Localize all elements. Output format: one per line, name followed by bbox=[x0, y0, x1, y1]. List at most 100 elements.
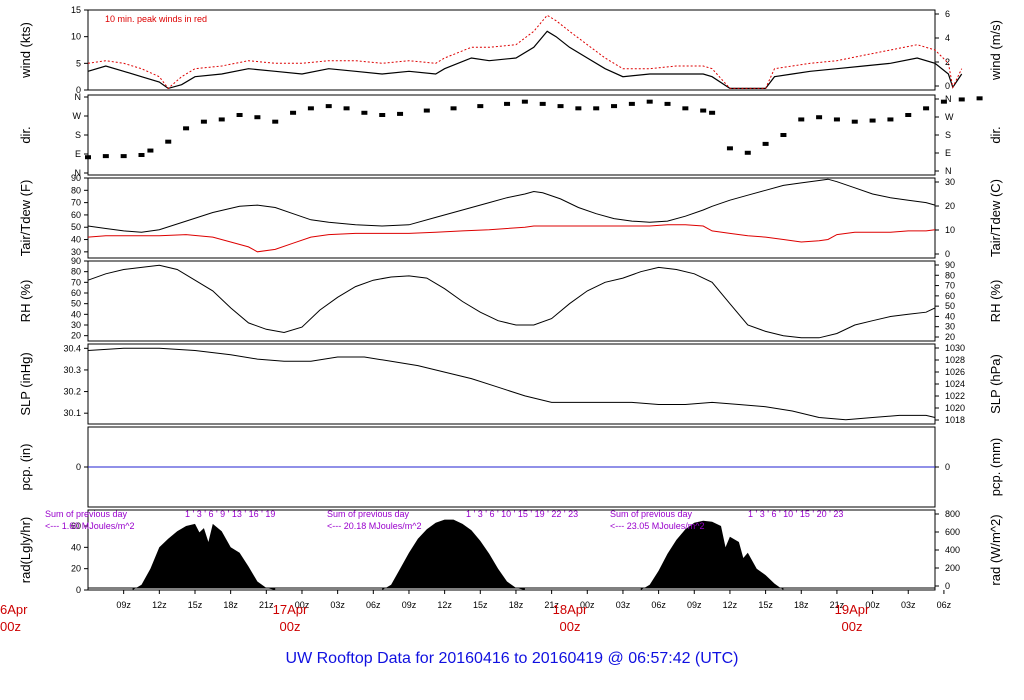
dewpoint-line bbox=[87, 224, 936, 253]
direction-point bbox=[557, 104, 564, 109]
hour-markers: 1 ' 3 ' 6 ' 9 ' 13 ' 16 ' 19 bbox=[185, 509, 275, 519]
direction-point bbox=[102, 154, 109, 159]
y-axis-label: pcp. (in) bbox=[18, 444, 33, 491]
direction-point bbox=[700, 108, 707, 113]
y-tick-label-right: 0 bbox=[945, 81, 950, 91]
y-axis-label-right: Tair/Tdew (C) bbox=[988, 179, 1003, 257]
direction-point bbox=[450, 106, 457, 111]
direction-point bbox=[833, 117, 840, 122]
day-label: 17Apr bbox=[273, 602, 308, 617]
y-axis-label-right: wind (m/s) bbox=[988, 20, 1003, 81]
y-tick-label: 30.3 bbox=[63, 365, 81, 375]
y-tick-label: 80 bbox=[71, 267, 81, 277]
x-tick-label: 15z bbox=[473, 600, 488, 610]
solar-sum-value: <--- 20.18 MJoules/m^2 bbox=[327, 521, 422, 531]
y-tick-label: N bbox=[75, 92, 82, 102]
day-label-time: 00z bbox=[0, 619, 21, 634]
direction-point bbox=[183, 126, 190, 131]
y-axis-label-right: rad (W/m^2) bbox=[988, 514, 1003, 585]
y-tick-label-right: 60 bbox=[945, 291, 955, 301]
direction-point bbox=[477, 104, 484, 109]
direction-point bbox=[423, 108, 430, 113]
direction-point bbox=[138, 153, 145, 157]
y-tick-label: 40 bbox=[71, 542, 81, 552]
direction-point bbox=[325, 104, 332, 109]
day-label: 18Apr bbox=[553, 602, 588, 617]
direction-point bbox=[236, 113, 243, 117]
y-tick-label-right: S bbox=[945, 130, 951, 140]
y-tick-label: 70 bbox=[71, 198, 81, 208]
y-tick-label-right: 10 bbox=[945, 225, 955, 235]
radiation-area bbox=[640, 520, 784, 590]
y-axis-label: Tair/Tdew (F) bbox=[18, 180, 33, 257]
y-tick-label-right: 0 bbox=[945, 249, 950, 259]
y-axis-label: dir. bbox=[18, 126, 33, 143]
y-tick-label: 40 bbox=[71, 309, 81, 319]
y-tick-label: 60 bbox=[71, 288, 81, 298]
y-tick-label: 30.1 bbox=[63, 408, 81, 418]
x-tick-label: 18z bbox=[509, 600, 524, 610]
x-tick-label: 12z bbox=[437, 600, 452, 610]
day-label-time: 00z bbox=[560, 619, 581, 634]
x-tick-label: 09z bbox=[687, 600, 702, 610]
direction-point bbox=[379, 113, 386, 117]
direction-point bbox=[361, 110, 368, 115]
y-tick-label-right: 40 bbox=[945, 311, 955, 321]
x-tick-label: 09z bbox=[116, 600, 131, 610]
hour-markers: 1 ' 3 ' 6 ' 10 ' 15 ' 20 ' 23 bbox=[748, 509, 843, 519]
direction-point bbox=[343, 106, 350, 111]
y-tick-label-right: 0 bbox=[945, 581, 950, 591]
y-tick-label: 30.4 bbox=[63, 343, 81, 353]
direction-point bbox=[869, 118, 876, 123]
y-tick-label-right: N bbox=[945, 94, 952, 104]
x-tick-label: 03z bbox=[330, 600, 345, 610]
x-tick-label: 06z bbox=[937, 600, 952, 610]
slp-line bbox=[87, 347, 936, 421]
y-tick-label: 90 bbox=[71, 173, 81, 183]
direction-point bbox=[816, 115, 823, 120]
y-tick-label-right: 800 bbox=[945, 509, 960, 519]
wind-speed-line bbox=[87, 30, 963, 90]
y-tick-label: 10 bbox=[71, 32, 81, 42]
y-axis-label-right: SLP (hPa) bbox=[988, 354, 1003, 414]
y-axis-label: SLP (inHg) bbox=[18, 352, 33, 415]
x-tick-label: 00z bbox=[865, 600, 880, 610]
y-tick-label-right: 2 bbox=[945, 57, 950, 67]
panel-frame bbox=[87, 9, 936, 91]
y-tick-label: 5 bbox=[76, 58, 81, 68]
y-tick-label-right: 1022 bbox=[945, 391, 965, 401]
y-tick-label-right: 1024 bbox=[945, 379, 965, 389]
y-tick-label-right: 90 bbox=[945, 260, 955, 270]
direction-point bbox=[646, 99, 653, 104]
y-axis-label-right: pcp. (mm) bbox=[988, 438, 1003, 497]
y-tick-label: 60 bbox=[71, 210, 81, 220]
solar-sum-label: Sum of previous day bbox=[610, 509, 693, 519]
x-tick-label: 12z bbox=[723, 600, 738, 610]
direction-point bbox=[218, 117, 225, 122]
panel-frame bbox=[87, 343, 936, 425]
y-tick-label-right: 1028 bbox=[945, 355, 965, 365]
direction-point bbox=[744, 150, 751, 155]
hour-markers: 1 ' 3 ' 6 ' 10 ' 15 ' 19 ' 22 ' 23 bbox=[466, 509, 578, 519]
y-tick-label: E bbox=[75, 149, 81, 159]
x-tick-label: 06z bbox=[651, 600, 666, 610]
y-tick-label-right: 0 bbox=[945, 462, 950, 472]
y-tick-label: W bbox=[73, 111, 82, 121]
y-tick-label-right: 6 bbox=[945, 9, 950, 19]
y-tick-label-right: 1026 bbox=[945, 367, 965, 377]
radiation-area bbox=[132, 523, 276, 590]
direction-point bbox=[575, 106, 582, 111]
direction-point bbox=[521, 99, 528, 104]
y-tick-label: 30 bbox=[71, 247, 81, 257]
y-tick-label: 30 bbox=[71, 320, 81, 330]
y-tick-label: 20 bbox=[71, 331, 81, 341]
direction-point bbox=[851, 119, 858, 124]
y-tick-label: 0 bbox=[76, 462, 81, 472]
x-tick-label: 06z bbox=[366, 600, 381, 610]
y-tick-label-right: W bbox=[945, 112, 954, 122]
x-tick-label: 18z bbox=[223, 600, 238, 610]
y-tick-label-right: 1020 bbox=[945, 403, 965, 413]
direction-point bbox=[976, 96, 983, 101]
y-tick-label-right: 20 bbox=[945, 332, 955, 342]
